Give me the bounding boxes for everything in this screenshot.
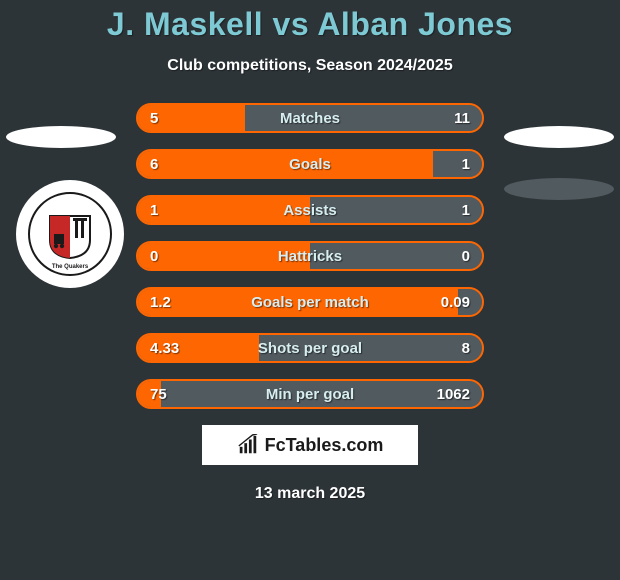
- stat-bars: 511Matches 61Goals 11Assists 00Hattricks 1.2…: [136, 103, 484, 409]
- stat-label: Hattricks: [138, 243, 482, 269]
- shield-icon: [46, 212, 94, 260]
- chart-icon: [237, 434, 259, 456]
- club-left-crest: The Quakers: [16, 180, 124, 288]
- stat-row: 511Matches: [136, 103, 484, 133]
- stat-row: 00Hattricks: [136, 241, 484, 271]
- comparison-card: J. Maskell vs Alban Jones Club competiti…: [0, 0, 620, 580]
- stat-label: Goals per match: [138, 289, 482, 315]
- crest-motto: The Quakers: [30, 264, 110, 270]
- stat-label: Min per goal: [138, 381, 482, 407]
- stat-label: Assists: [138, 197, 482, 223]
- stat-row: 4.338Shots per goal: [136, 333, 484, 363]
- player-left-placeholder-icon: [6, 126, 116, 148]
- brand-badge[interactable]: FcTables.com: [202, 425, 418, 465]
- stat-row: 751062Min per goal: [136, 379, 484, 409]
- stat-label: Shots per goal: [138, 335, 482, 361]
- stat-row: 1.20.09Goals per match: [136, 287, 484, 317]
- player-right-placeholder-icon: [504, 126, 614, 148]
- stat-row: 11Assists: [136, 195, 484, 225]
- page-subtitle: Club competitions, Season 2024/2025: [0, 57, 620, 75]
- stat-row: 61Goals: [136, 149, 484, 179]
- stat-label: Goals: [138, 151, 482, 177]
- stat-label: Matches: [138, 105, 482, 131]
- page-title: J. Maskell vs Alban Jones: [0, 6, 620, 43]
- crest-ring: The Quakers: [28, 192, 112, 276]
- footer-date: 13 march 2025: [0, 485, 620, 503]
- club-right-placeholder-icon: [504, 178, 614, 200]
- brand-text: FcTables.com: [265, 435, 384, 456]
